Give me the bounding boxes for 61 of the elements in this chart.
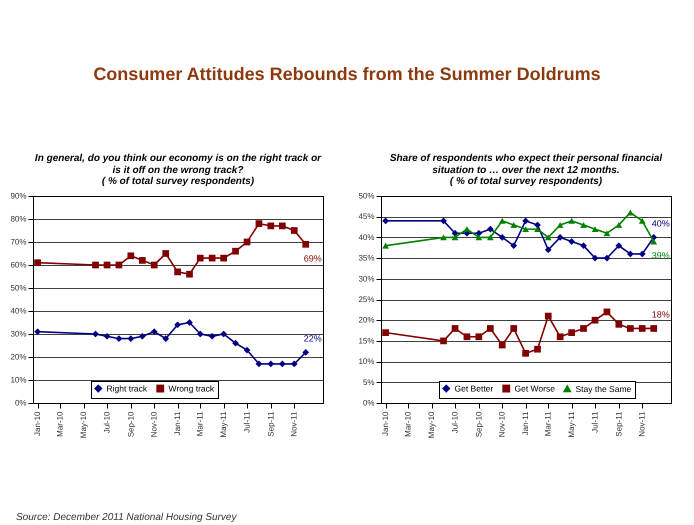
y-tick-label: 30% [358, 274, 374, 284]
x-tick-label: May-11 [567, 410, 576, 438]
data-label: 39% [652, 250, 670, 261]
source-note: Source: December 2011 National Housing Survey [16, 512, 236, 523]
x-tick-label: Nov-11 [638, 410, 647, 437]
x-tick-label: Jul-11 [242, 410, 252, 433]
legend-label: Stay the Same [576, 384, 632, 394]
legend-label: Get Worse [514, 384, 556, 394]
data-label: 40% [652, 218, 670, 228]
chart-subtitle: ( % of total survey respondents) [450, 176, 603, 187]
y-tick-label: 30% [10, 330, 26, 338]
chart-title: In general, do you think our economy is on the right track or is it off on the wrong track? [34, 153, 322, 176]
legend-label: Get Better [454, 384, 494, 394]
y-tick-label: 15% [358, 336, 374, 346]
y-tick-label: 10% [10, 376, 26, 384]
x-tick-label: Jul-10 [450, 410, 460, 434]
x-tick-label: May-10 [427, 410, 436, 438]
x-tick-label: Jan-11 [173, 410, 182, 436]
x-tick-label: Nov-11 [290, 410, 299, 437]
x-tick-label: Jan-11 [521, 410, 530, 436]
chart-subtitle: ( % of total survey respondents) [102, 176, 255, 187]
x-tick-label: Sep-11 [266, 410, 276, 437]
y-tick-label: 0% [362, 398, 374, 408]
y-tick-label: 45% [358, 212, 374, 222]
y-tick-label: 40% [358, 232, 374, 242]
x-tick-label: Nov-10 [150, 410, 159, 438]
y-tick-label: 10% [358, 357, 374, 366]
x-tick-label: Sep-10 [126, 410, 136, 438]
x-tick-label: Jul-10 [102, 410, 112, 434]
x-tick-label: May-10 [79, 410, 88, 438]
x-tick-label: Jan-10 [33, 410, 42, 436]
y-tick-label: 20% [358, 316, 374, 325]
y-tick-label: 0% [14, 398, 26, 408]
data-label: 22% [304, 333, 322, 344]
x-tick-label: Mar-11 [544, 410, 553, 436]
data-label: 69% [304, 253, 322, 264]
legend-label: Right track [106, 384, 148, 394]
y-tick-label: 80% [10, 214, 26, 224]
x-tick-label: May-11 [219, 410, 228, 438]
y-tick-label: 40% [10, 306, 26, 316]
x-tick-label: Mar-11 [196, 410, 205, 436]
x-tick-label: Mar-10 [56, 410, 65, 437]
y-tick-label: 60% [10, 260, 26, 270]
y-tick-label: 50% [358, 192, 374, 200]
x-tick-label: Jul-11 [590, 410, 600, 433]
data-label: 18% [652, 309, 670, 320]
y-tick-label: 90% [10, 192, 26, 200]
y-tick-label: 20% [10, 352, 26, 362]
y-tick-label: 35% [358, 254, 374, 263]
legend-label: Wrong track [168, 384, 215, 394]
text: Consumer Attitudes Rebounds from the Summer Doldrums [92, 64, 602, 85]
chart-title: Share of respondents who expect their personal financial situation to … over the next 12 months. [390, 153, 662, 176]
y-tick-label: 50% [10, 284, 26, 292]
x-tick-label: Sep-11 [614, 410, 624, 437]
x-tick-label: Nov-10 [498, 410, 507, 438]
x-tick-label: Mar-10 [404, 410, 413, 437]
y-tick-label: 25% [358, 295, 374, 304]
x-tick-label: Sep-10 [474, 410, 484, 438]
x-tick-label: Jan-10 [381, 410, 390, 436]
y-tick-label: 5% [362, 378, 374, 387]
y-tick-label: 70% [10, 238, 26, 246]
